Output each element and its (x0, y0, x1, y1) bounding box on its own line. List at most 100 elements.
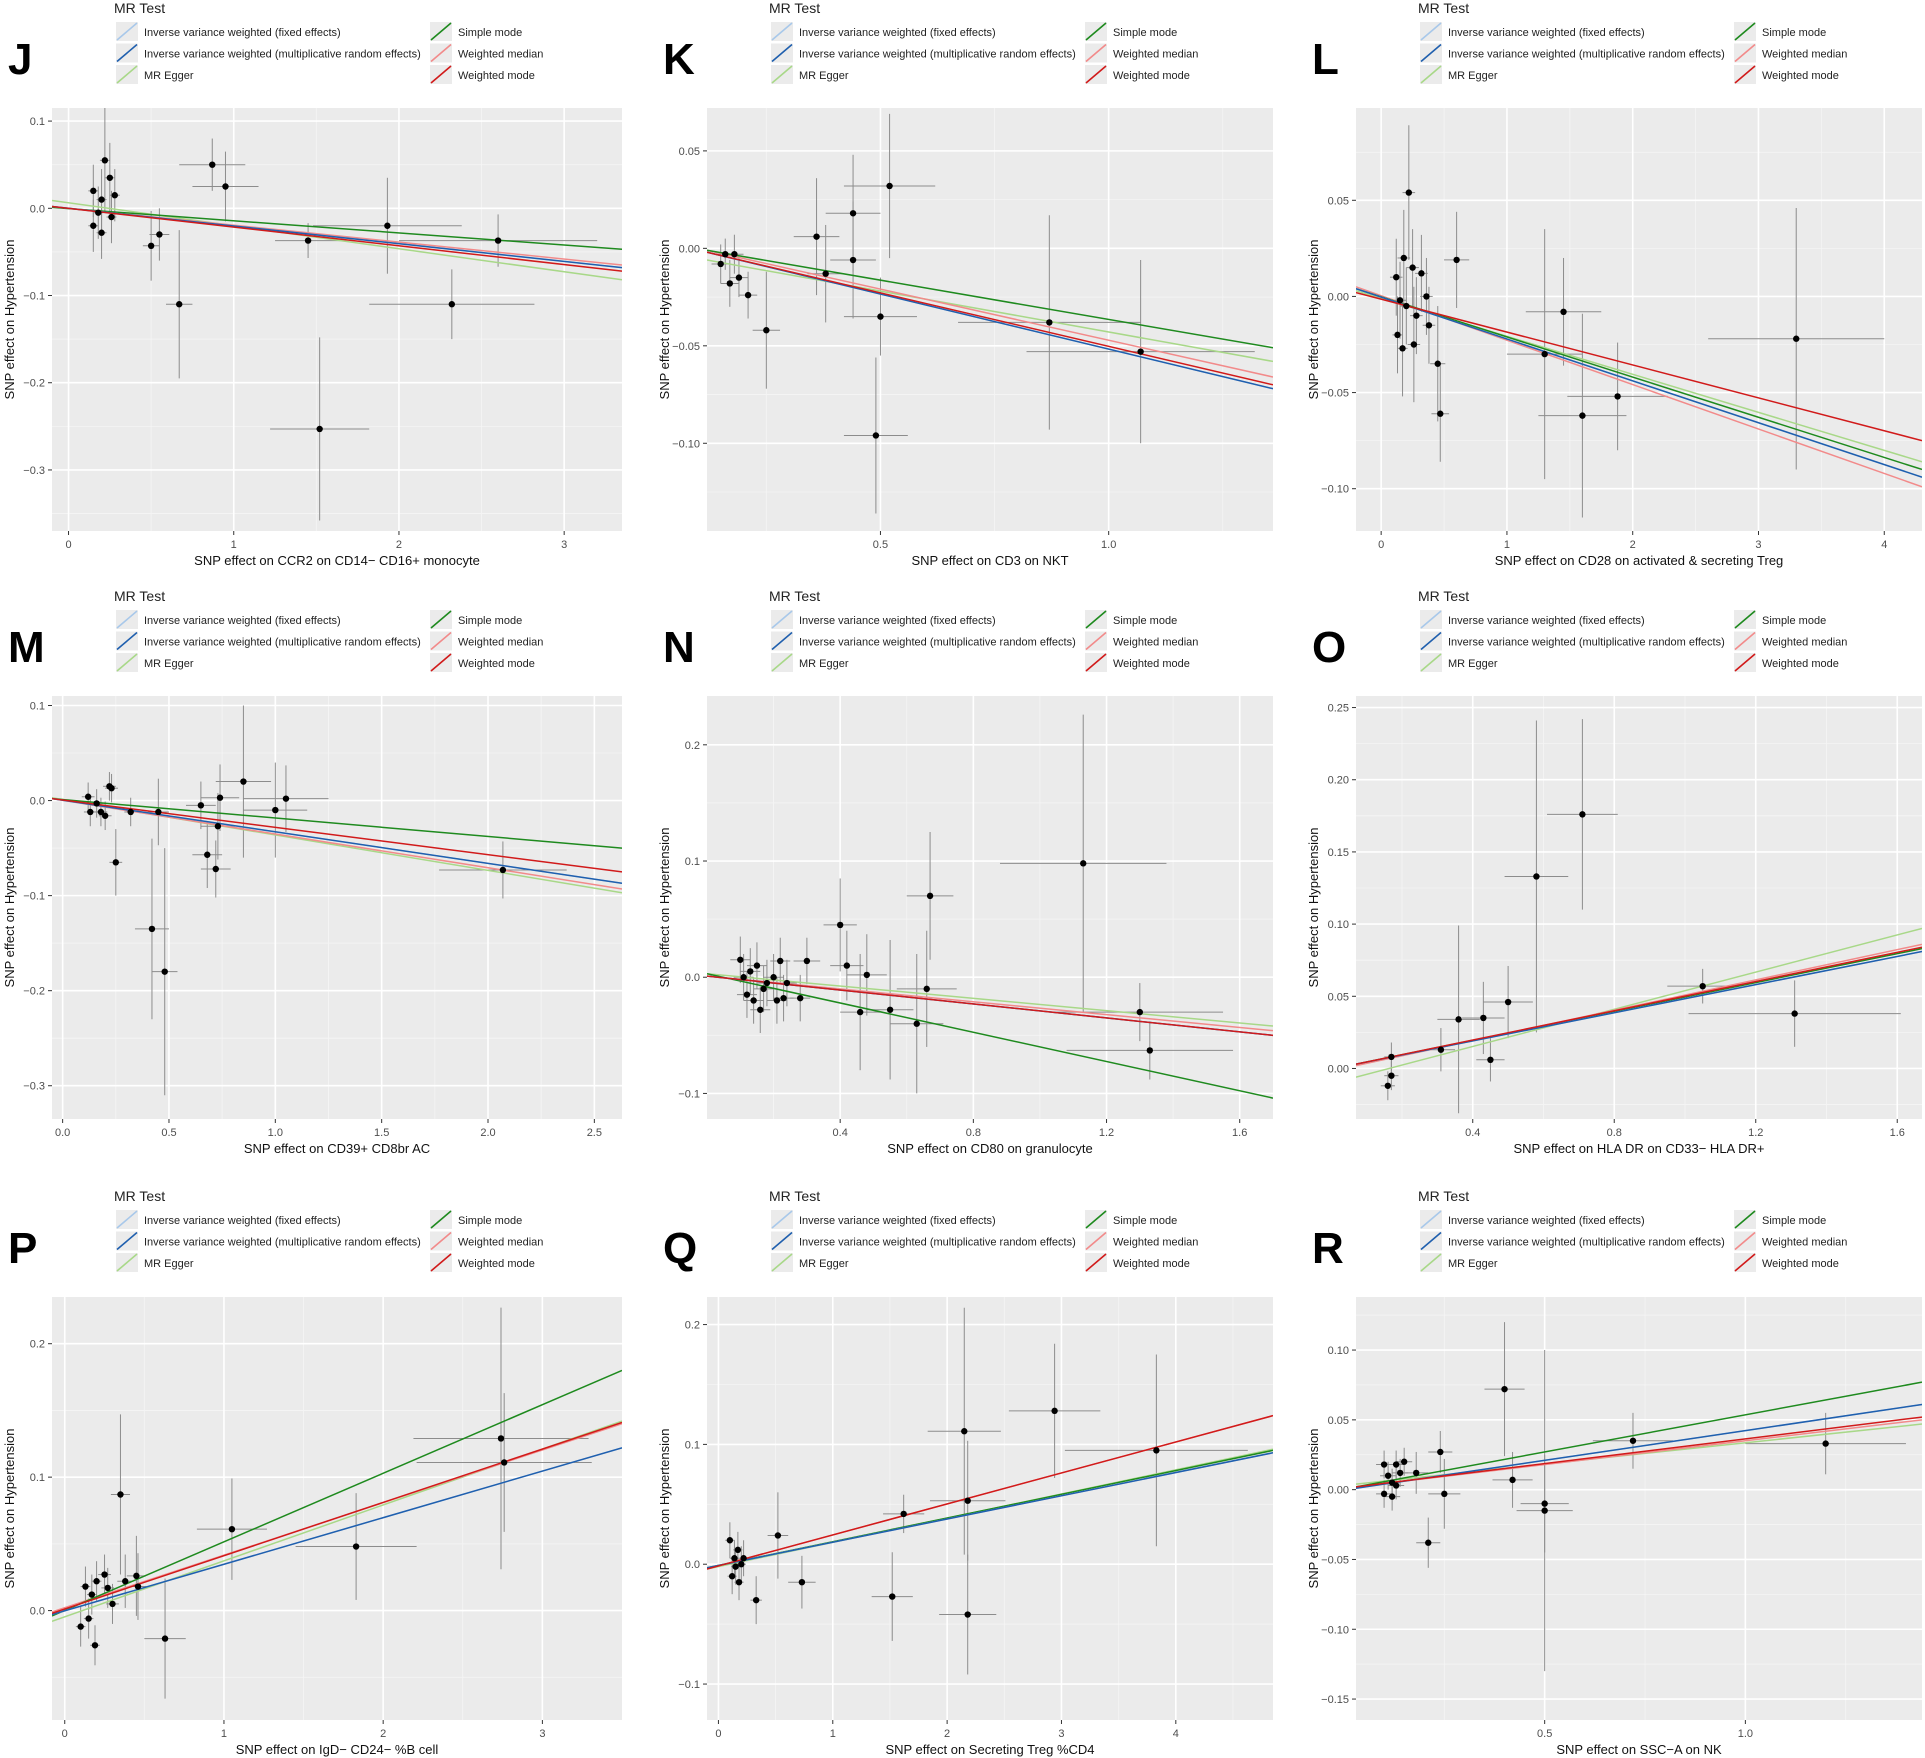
legend-label-5: Weighted mode (1113, 70, 1190, 82)
legend-key-line (1734, 653, 1756, 672)
minor-gridlines (52, 1297, 622, 1720)
plot-background (1356, 108, 1922, 531)
legend: MR Test Inverse variance weighted (fixed … (114, 0, 543, 84)
snp-point (240, 778, 247, 785)
legend-title: MR Test (769, 588, 820, 604)
snp-point (101, 812, 109, 819)
snp-point (836, 921, 844, 929)
x-tick-label: 2.0 (480, 1127, 495, 1139)
legend-label-0: Inverse variance weighted (fixed effects… (1448, 27, 1645, 39)
snp-point (112, 859, 120, 866)
snp-point (1384, 1472, 1392, 1479)
x-tick-label: 1 (221, 1728, 227, 1740)
legend-title: MR Test (114, 1188, 165, 1204)
line-simple-mode (707, 249, 1273, 349)
x-tick-label: 0.8 (966, 1127, 981, 1139)
snp-point (1434, 360, 1441, 367)
snp-point (731, 250, 738, 258)
axes: 0 1 2 3 0.1 0.0 −0.1 −0.2 −0.3 (23, 108, 622, 551)
x-tick-label: 2.5 (587, 1127, 602, 1139)
data-region (1356, 719, 1922, 1114)
x-tick-label: 1 (231, 539, 237, 551)
legend-key-line (771, 653, 793, 672)
y-axis-label: SNP effect on Hypertension (2, 1429, 17, 1589)
line-inverse-variance-weighted-multiplicative-random-effects (52, 797, 622, 885)
legend-key-line (1085, 65, 1107, 84)
legend-key-line (771, 1253, 793, 1272)
snp-point (117, 1491, 124, 1498)
y-tick-label: 0.0 (685, 1559, 700, 1571)
snp-point (1504, 998, 1512, 1006)
x-tick-label: 0 (62, 1728, 68, 1740)
legend-label-0: Inverse variance weighted (fixed effects… (1448, 1215, 1645, 1227)
legend-key-line (1420, 43, 1442, 63)
y-tick-label: 0.00 (1328, 1063, 1349, 1075)
snp-point (1541, 1500, 1548, 1507)
snp-point (1614, 393, 1621, 400)
line-weighted-mode (707, 251, 1273, 386)
snp-point (732, 1563, 739, 1570)
data-region (707, 1307, 1273, 1675)
snp-point (1396, 297, 1404, 304)
x-tick-label: 1 (1504, 539, 1510, 551)
x-axis-label: SNP effect on IgD− CD24− %B cell (236, 1742, 439, 1757)
snp-point (961, 1428, 968, 1435)
snp-point (1380, 1490, 1388, 1498)
legend-key-line (1085, 43, 1107, 63)
snp-point (109, 1600, 116, 1608)
legend-key-line (1420, 1231, 1442, 1251)
snp-point (1409, 264, 1416, 271)
snp-point (494, 237, 502, 244)
panel-letter: N (663, 623, 695, 672)
snp-point (1437, 1448, 1444, 1456)
snp-point (228, 1525, 236, 1533)
legend-key-line (1734, 631, 1756, 651)
snp-point (1437, 410, 1444, 417)
snp-point (1146, 1047, 1154, 1054)
snp-point (777, 957, 784, 965)
legend-label-3: Simple mode (458, 1215, 522, 1227)
legend: MR Test Inverse variance weighted (fixed … (769, 588, 1198, 672)
y-tick-label: 0.2 (685, 740, 700, 752)
plot-background (52, 696, 622, 1119)
snp-point (863, 971, 871, 979)
snp-point (209, 161, 216, 168)
snp-point (1699, 982, 1706, 990)
legend-key-line (1420, 653, 1442, 672)
legend-label-0: Inverse variance weighted (fixed effects… (799, 615, 996, 627)
legend-key-line (430, 610, 452, 629)
y-tick-label: −0.1 (23, 891, 45, 903)
snp-point (1405, 189, 1413, 196)
legend-key-line (771, 65, 793, 84)
snp-point (1388, 1053, 1395, 1061)
legend-label-2: MR Egger (1448, 1258, 1498, 1270)
legend-label-3: Simple mode (1113, 27, 1177, 39)
plot-background (1356, 1297, 1922, 1720)
legend-key-line (116, 1210, 138, 1229)
snp-point (1822, 1440, 1829, 1447)
snp-point (1541, 1507, 1548, 1514)
snp-point (750, 997, 757, 1004)
axes: 0 1 2 3 4 0.05 0.00 −0.05 −0.10 (1321, 108, 1922, 551)
x-tick-label: 0.0 (55, 1127, 70, 1139)
legend: MR Test Inverse variance weighted (fixed … (769, 1188, 1198, 1272)
snp-point (93, 1578, 100, 1585)
snp-point (722, 250, 729, 258)
legend-key-line (1734, 43, 1756, 63)
x-tick-label: 3 (1755, 539, 1761, 551)
snp-point (84, 793, 92, 800)
legend-key-line (116, 43, 138, 63)
axes: 0.4 0.8 1.2 1.6 0.25 0.20 0.15 0.10 0.05 0.00 (1328, 696, 1922, 1139)
snp-point (856, 1008, 864, 1016)
x-axis-label: SNP effect on CD28 on activated & secret… (1495, 553, 1784, 568)
data-region (1356, 125, 1922, 518)
legend-key-line (1085, 22, 1107, 41)
snp-point (122, 1578, 129, 1585)
x-tick-label: 4 (1881, 539, 1887, 551)
y-tick-label: 0.00 (1328, 1485, 1349, 1497)
snp-point (127, 808, 134, 816)
legend-label-2: MR Egger (1448, 658, 1498, 670)
minor-gridlines (52, 696, 622, 1119)
panel-K: MR Test Inverse variance weighted (fixed … (657, 0, 1273, 568)
snp-point (737, 956, 744, 963)
